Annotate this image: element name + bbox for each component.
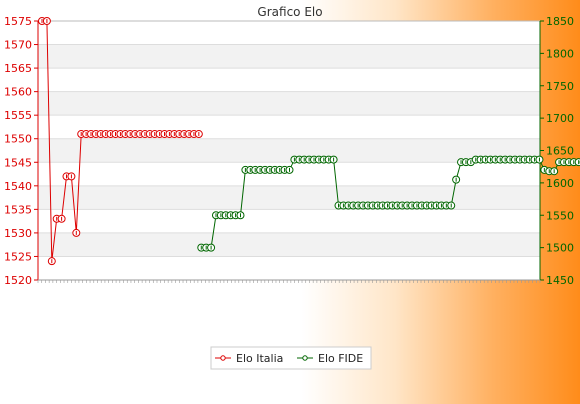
left-axis-tick-label: 1545 xyxy=(4,156,32,169)
left-axis-tick-label: 1560 xyxy=(4,86,32,99)
left-axis-tick-label: 1575 xyxy=(4,15,32,28)
left-axis-tick-label: 1540 xyxy=(4,180,32,193)
right-axis-tick-label: 1450 xyxy=(546,274,574,287)
grid-band xyxy=(38,232,540,257)
left-axis-tick-label: 1530 xyxy=(4,227,32,240)
grid-band xyxy=(38,44,540,69)
left-axis-tick-label: 1555 xyxy=(4,109,32,122)
series-elo-fide-point xyxy=(574,158,580,167)
right-axis-tick-label: 1600 xyxy=(546,177,574,190)
chart-title: Grafico Elo xyxy=(257,5,322,19)
right-axis-tick-label: 1550 xyxy=(546,209,574,222)
right-axis-tick-label: 1750 xyxy=(546,80,574,93)
legend-label-elo-italia: Elo Italia xyxy=(236,352,283,365)
grid-band xyxy=(38,185,540,210)
right-axis-tick-label: 1850 xyxy=(546,15,574,28)
right-axis-tick-label: 1650 xyxy=(546,145,574,158)
right-axis-tick-label: 1500 xyxy=(546,242,574,255)
legend-box xyxy=(210,346,372,370)
right-axis-tick-label: 1700 xyxy=(546,112,574,125)
left-axis-tick-label: 1535 xyxy=(4,203,32,216)
left-axis-tick-label: 1570 xyxy=(4,39,32,52)
grid-band xyxy=(38,91,540,116)
grid-band xyxy=(38,138,540,163)
left-axis-tick-label: 1520 xyxy=(4,274,32,287)
legend-label-elo-fide: Elo FIDE xyxy=(318,352,363,365)
left-axis-tick-label: 1525 xyxy=(4,250,32,263)
legend-marker-elo-italia xyxy=(220,355,226,361)
legend-marker-elo-fide xyxy=(302,355,308,361)
right-axis-tick-label: 1800 xyxy=(546,47,574,60)
left-axis-tick-label: 1565 xyxy=(4,62,32,75)
left-axis-tick-label: 1550 xyxy=(4,133,32,146)
